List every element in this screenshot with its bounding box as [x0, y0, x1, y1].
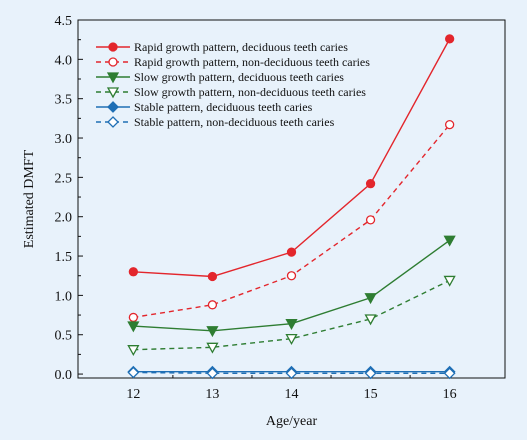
y-axis-label: Estimated DMFT — [22, 149, 37, 248]
legend-label: Rapid growth pattern, deciduous teeth ca… — [134, 40, 348, 54]
data-point — [127, 321, 140, 333]
series-layer — [127, 34, 456, 380]
y-tick-label: 4.5 — [55, 14, 73, 29]
legend-marker — [107, 101, 119, 113]
y-tick-label: 1.5 — [55, 250, 73, 265]
x-axis: 12 13 14 15 16 — [126, 373, 457, 402]
y-tick-label: 4.0 — [55, 53, 73, 68]
legend-marker — [106, 87, 120, 99]
x-tick-label: 16 — [443, 387, 457, 402]
data-point — [127, 366, 140, 379]
data-point — [444, 119, 455, 130]
data-point — [128, 267, 139, 277]
y-tick-label: 2.5 — [55, 171, 73, 186]
legend-item: Stable pattern, non-deciduous teeth cari… — [96, 115, 335, 129]
legend-marker — [108, 42, 118, 52]
data-point — [443, 275, 456, 287]
series-2 — [128, 119, 455, 323]
y-tick-label: 1.0 — [55, 289, 73, 304]
data-point — [285, 334, 298, 345]
legend-item: Rapid growth pattern, non-deciduous teet… — [96, 55, 370, 69]
series-6 — [127, 366, 456, 380]
y-tick-label: 3.5 — [55, 93, 73, 108]
data-point — [207, 271, 218, 282]
series-4 — [127, 275, 456, 357]
legend-marker — [108, 57, 118, 67]
data-point — [364, 293, 377, 305]
data-point — [286, 271, 297, 281]
series-3 — [127, 235, 456, 338]
data-point — [365, 179, 376, 189]
y-tick-label: 0.0 — [55, 368, 73, 383]
data-point — [443, 235, 456, 247]
legend-item: Stable pattern, deciduous teeth caries — [96, 100, 313, 114]
series-line — [133, 371, 450, 374]
data-point — [444, 34, 455, 44]
legend-label: Slow growth pattern, deciduous teeth car… — [134, 70, 344, 84]
data-point — [207, 300, 218, 310]
series-1 — [128, 34, 455, 282]
legend-item: Slow growth pattern, non-deciduous teeth… — [96, 85, 366, 99]
data-point — [206, 326, 219, 338]
legend: Rapid growth pattern, deciduous teeth ca… — [96, 40, 370, 129]
y-axis: 0.0 0.5 1.0 1.5 2.0 2.5 3.0 3.5 4.0 4.5 — [55, 14, 83, 383]
data-point — [285, 319, 298, 331]
y-tick-label: 2.0 — [55, 211, 73, 226]
x-tick-label: 15 — [364, 387, 378, 402]
data-point — [365, 215, 376, 225]
x-tick-label: 12 — [126, 387, 140, 402]
legend-item: Slow growth pattern, deciduous teeth car… — [96, 70, 344, 84]
data-point — [206, 367, 219, 380]
legend-item: Rapid growth pattern, deciduous teeth ca… — [96, 40, 348, 54]
y-tick-label: 0.5 — [55, 329, 73, 344]
x-tick-label: 13 — [205, 387, 219, 402]
data-point — [286, 247, 297, 257]
data-point — [364, 314, 377, 326]
data-point — [206, 342, 219, 354]
data-point — [127, 345, 140, 357]
legend-label: Stable pattern, deciduous teeth caries — [134, 100, 313, 114]
y-tick-label: 3.0 — [55, 132, 73, 147]
data-point — [443, 367, 456, 380]
series-line — [133, 124, 451, 319]
legend-label: Slow growth pattern, non-deciduous teeth… — [134, 85, 366, 99]
legend-label: Stable pattern, non-deciduous teeth cari… — [134, 115, 335, 129]
legend-marker — [106, 72, 120, 84]
legend-label: Rapid growth pattern, non-deciduous teet… — [134, 55, 370, 69]
data-point — [364, 367, 377, 380]
data-point — [128, 312, 139, 323]
x-tick-label: 14 — [285, 387, 299, 402]
legend-marker — [107, 116, 119, 128]
data-point — [285, 367, 298, 380]
x-axis-label: Age/year — [266, 414, 318, 429]
